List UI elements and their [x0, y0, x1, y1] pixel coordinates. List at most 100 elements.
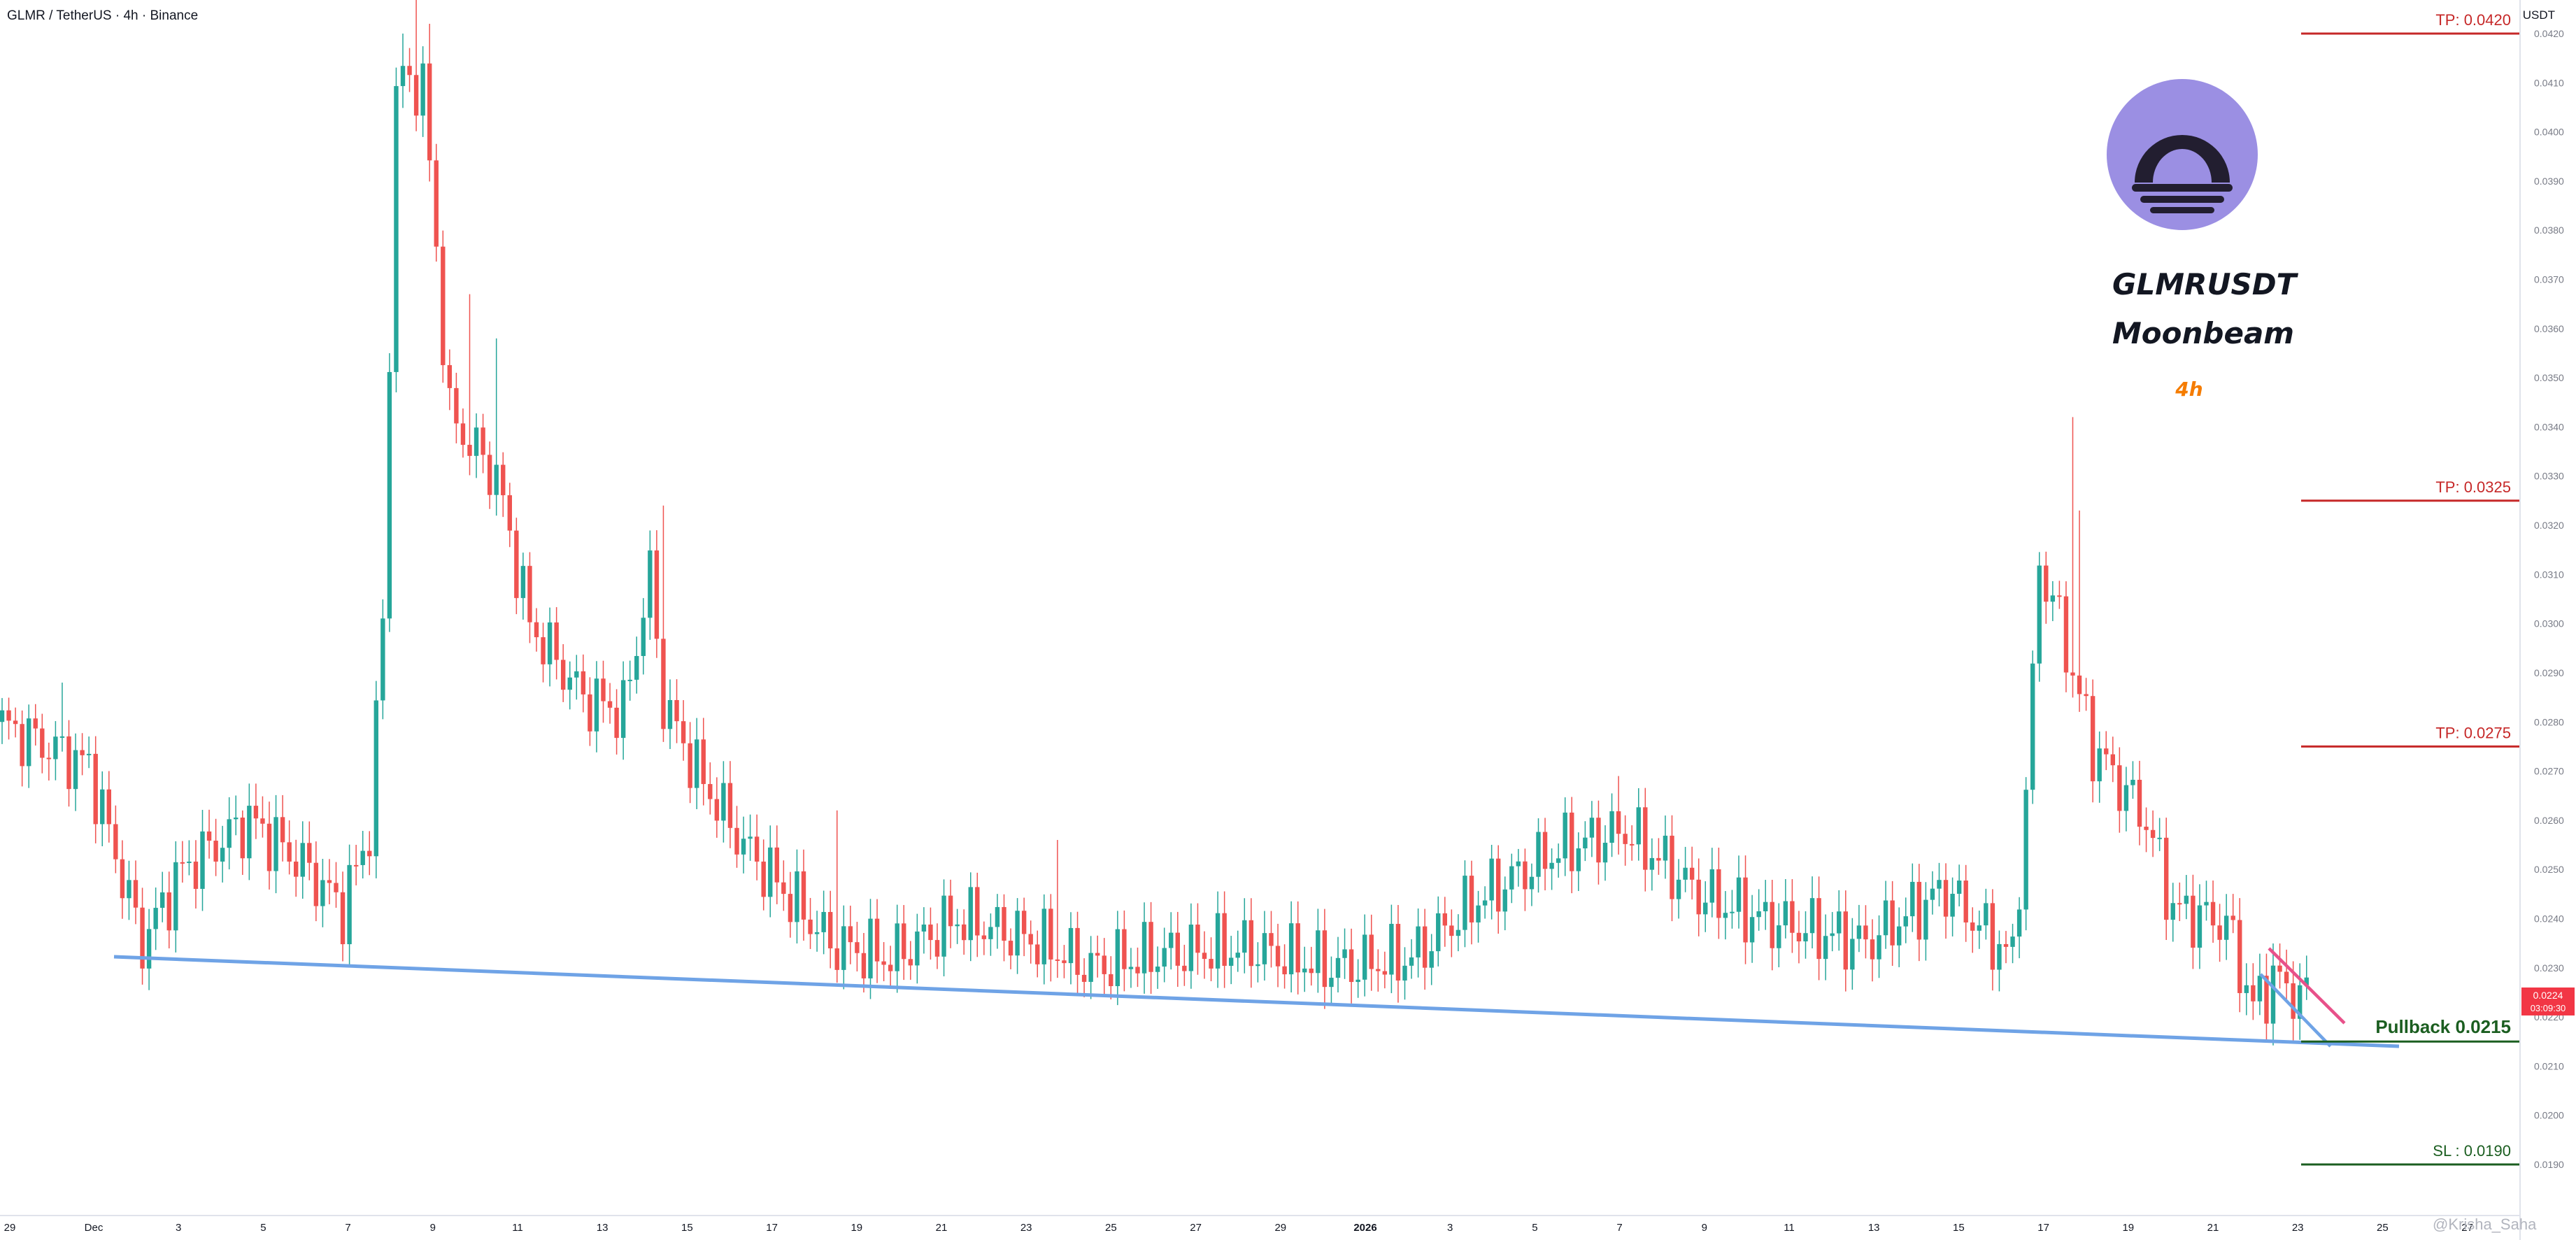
candle — [975, 872, 980, 957]
candle — [140, 888, 145, 985]
candle — [1977, 910, 1981, 949]
candle-body — [934, 940, 940, 957]
candle — [714, 777, 720, 838]
candle — [413, 0, 419, 131]
candle — [1235, 930, 1240, 972]
candle — [427, 23, 432, 182]
candle — [260, 796, 265, 838]
candle-body — [868, 918, 873, 978]
candle-body — [1436, 913, 1441, 952]
candle-body — [1288, 923, 1294, 975]
candle — [868, 899, 873, 999]
candle-body — [1856, 925, 1862, 939]
candle-body — [400, 66, 406, 87]
candle-body — [995, 906, 1000, 927]
candle-body — [2251, 985, 2256, 1002]
candle-body — [1155, 967, 1160, 972]
candle — [20, 710, 24, 787]
project-name: Moonbeam — [2112, 316, 2295, 350]
candle-body — [520, 566, 526, 599]
y-tick-label: 0.0190 — [2534, 1159, 2564, 1170]
candle — [1355, 959, 1360, 998]
candle-body — [160, 892, 165, 908]
candle-body — [2110, 754, 2115, 766]
candle-body — [334, 883, 339, 892]
candle-body — [307, 843, 312, 863]
candle-body — [2177, 903, 2182, 905]
candle — [855, 922, 860, 971]
candle — [213, 818, 218, 876]
candle-body — [627, 679, 632, 681]
candle — [1623, 815, 1628, 866]
candle-body — [1202, 953, 1207, 960]
candle-body — [2070, 672, 2075, 676]
candle-body — [988, 927, 993, 939]
candle-body — [761, 861, 766, 897]
candle — [280, 794, 285, 862]
candle — [1155, 946, 1160, 989]
y-tick-label: 0.0350 — [2534, 372, 2564, 383]
candle-body — [2117, 765, 2122, 811]
candle-body — [273, 817, 278, 871]
candle — [200, 809, 205, 911]
candle-body — [1316, 930, 1321, 974]
candle — [1115, 911, 1120, 1006]
x-tick-label: 11 — [512, 1222, 523, 1234]
candle — [1316, 908, 1321, 993]
candle-body — [2291, 983, 2296, 1019]
time-axis: 29 Dec 3 5 7 9 11 13 15 17 19 21 23 25 27 29 2026 3 5 7 9 11 1… — [0, 1215, 2520, 1234]
y-tick-label: 0.0250 — [2534, 864, 2564, 875]
candle — [106, 771, 111, 843]
candle-body — [1823, 936, 1828, 960]
candle-body — [788, 894, 793, 922]
candle-body — [2277, 965, 2282, 972]
candle — [460, 408, 466, 458]
candle-body — [427, 63, 432, 161]
candle-body — [187, 861, 192, 863]
candle-body — [1676, 879, 1681, 899]
candle — [394, 67, 399, 393]
candle-body — [981, 935, 987, 939]
candle-body — [2197, 905, 2203, 948]
level-pullback: Pullback 0.0215 — [2301, 1016, 2520, 1043]
candle-body — [1756, 911, 1761, 918]
level-label: Pullback 0.0215 — [2375, 1016, 2511, 1037]
candle — [1202, 931, 1207, 979]
candle-body — [861, 953, 867, 978]
candle-body — [2164, 837, 2169, 920]
candle-body — [2257, 976, 2263, 1002]
candle — [861, 933, 867, 993]
candle-body — [754, 836, 760, 862]
candle-body — [948, 895, 953, 927]
candle — [2097, 731, 2102, 803]
candle — [1088, 936, 1093, 999]
candle-body — [734, 827, 739, 855]
candle-body — [40, 728, 45, 758]
candle-body — [1956, 881, 1962, 894]
candle — [234, 795, 239, 836]
candle — [307, 821, 312, 881]
x-tick-label: 9 — [430, 1222, 436, 1234]
candle — [120, 840, 125, 919]
x-tick-label: 15 — [681, 1222, 693, 1234]
candle — [93, 736, 98, 843]
candle — [514, 518, 519, 615]
symbol-title[interactable]: GLMR / TetherUS · 4h · Binance — [7, 8, 199, 23]
candle-body — [1322, 930, 1328, 988]
candle-body — [507, 495, 512, 531]
candle-body — [467, 445, 472, 456]
x-tick-label: 27 — [2461, 1222, 2473, 1234]
candle-body — [1262, 933, 1267, 964]
candle-body — [1542, 832, 1548, 869]
candle-body — [1482, 900, 1488, 906]
candle — [494, 338, 499, 516]
candle — [1923, 882, 1928, 961]
candle — [180, 841, 185, 883]
candle-body — [1469, 876, 1474, 922]
candle — [287, 820, 292, 875]
candle-body — [795, 871, 799, 922]
candle-body — [327, 880, 332, 883]
candle-body — [834, 948, 839, 970]
candle — [708, 762, 713, 815]
